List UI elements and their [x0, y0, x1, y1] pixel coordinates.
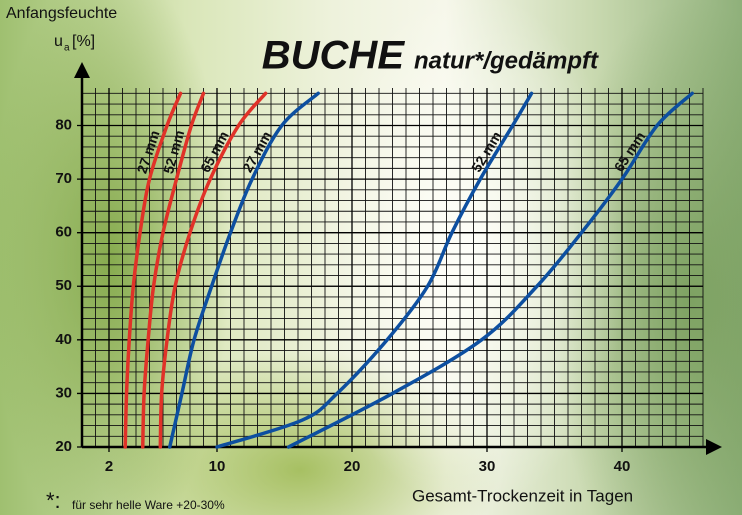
- y-tick-label: 70: [55, 170, 72, 187]
- y-tick-label: 40: [55, 331, 72, 348]
- line: [158, 91, 268, 449]
- x-axis-label: Gesamt-Trockenzeit in Tagen: [412, 486, 633, 505]
- line: [123, 91, 183, 449]
- y-tick-label: 50: [55, 277, 72, 294]
- chart-subtitle: natur*/gedämpft: [414, 47, 599, 74]
- line: [168, 91, 320, 449]
- footnote: für sehr helle Ware +20-30%: [72, 498, 225, 512]
- x-axis-arrow: [706, 439, 722, 455]
- line: [141, 91, 206, 449]
- y-axis-unit: [%]: [72, 33, 95, 50]
- y-axis-label: Anfangsfeuchte: [6, 5, 117, 22]
- y-axis-subscript: a: [64, 43, 70, 54]
- x-tick-label: 30: [479, 458, 496, 475]
- x-tick-label: 20: [344, 458, 361, 475]
- footnote-marker: *:: [46, 488, 61, 513]
- x-tick-label: 2: [105, 458, 113, 475]
- y-tick-label: 30: [55, 384, 72, 401]
- chart-title: BUCHE: [262, 34, 406, 78]
- y-tick-label: 80: [55, 116, 72, 133]
- y-tick-label: 20: [55, 438, 72, 455]
- line: [215, 91, 534, 449]
- line: [286, 91, 694, 449]
- x-tick-label: 40: [614, 458, 631, 475]
- y-axis-arrow: [74, 62, 90, 78]
- y-axis-symbol: u: [54, 33, 63, 50]
- y-tick-label: 60: [55, 224, 72, 241]
- x-tick-label: 10: [209, 458, 226, 475]
